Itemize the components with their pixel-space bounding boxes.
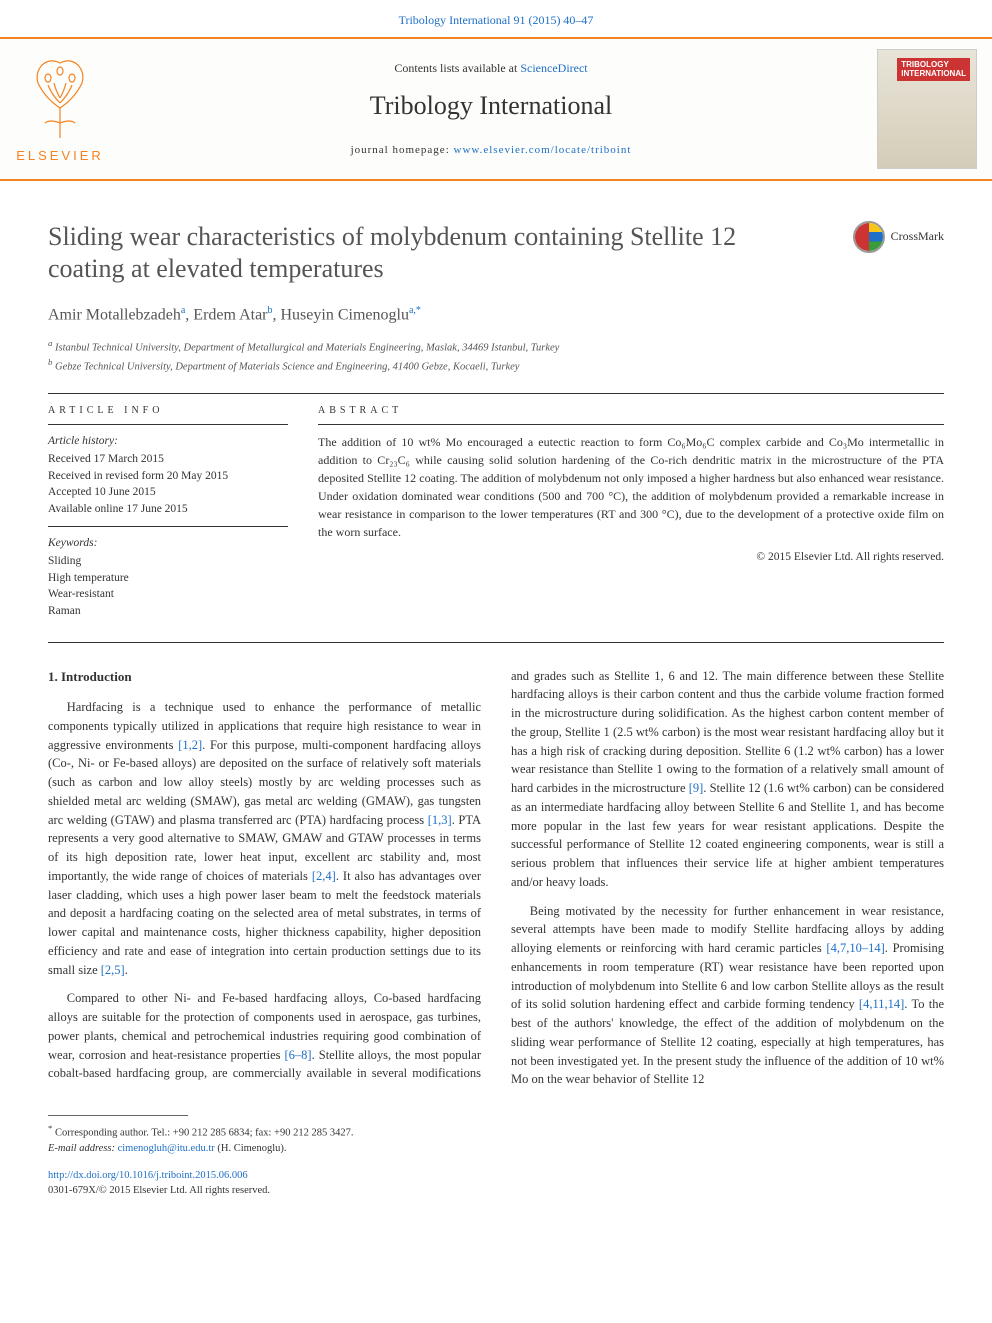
keyword: Wear-resistant xyxy=(48,586,288,603)
info-divider xyxy=(48,424,288,425)
ref-link[interactable]: [2,4] xyxy=(312,869,336,883)
publisher-name: ELSEVIER xyxy=(16,147,104,165)
info-abstract-row: ARTICLE INFO Article history: Received 1… xyxy=(48,404,944,620)
corr-email-link[interactable]: cimenogluh@itu.edu.tr xyxy=(118,1143,215,1154)
keywords-label: Keywords: xyxy=(48,535,288,551)
keyword: High temperature xyxy=(48,570,288,587)
authors-line: Amir Motallebzadeha, Erdem Atarb, Huseyi… xyxy=(48,304,944,327)
author-3: Huseyin Cimenoglu xyxy=(281,306,409,323)
elsevier-tree-icon xyxy=(20,53,100,143)
body-columns: 1. Introduction Hardfacing is a techniqu… xyxy=(48,667,944,1092)
abstract-text: The addition of 10 wt% Mo encouraged a e… xyxy=(318,433,944,541)
citation-header: Tribology International 91 (2015) 40–47 xyxy=(0,0,992,37)
cover-brand-badge: TRIBOLOGYINTERNATIONAL xyxy=(897,58,970,82)
author-3-aff[interactable]: a, xyxy=(409,305,416,316)
article-info-label: ARTICLE INFO xyxy=(48,404,288,418)
homepage-line: journal homepage: www.elsevier.com/locat… xyxy=(130,143,852,158)
abstract-label: ABSTRACT xyxy=(318,404,944,418)
sciencedirect-link[interactable]: ScienceDirect xyxy=(520,61,587,75)
doi-link[interactable]: http://dx.doi.org/10.1016/j.triboint.201… xyxy=(48,1170,248,1181)
footnote-rule xyxy=(48,1115,188,1116)
title-row: Sliding wear characteristics of molybden… xyxy=(48,221,944,286)
history-item: Available online 17 June 2015 xyxy=(48,501,288,518)
doi-block: http://dx.doi.org/10.1016/j.triboint.201… xyxy=(48,1169,944,1198)
homepage-link[interactable]: www.elsevier.com/locate/triboint xyxy=(454,144,632,156)
keyword: Sliding xyxy=(48,553,288,570)
ref-link[interactable]: [9] xyxy=(689,781,704,795)
email-line: E-mail address: cimenogluh@itu.edu.tr (H… xyxy=(48,1141,944,1157)
affiliation-a: a Istanbul Technical University, Departm… xyxy=(48,337,944,356)
ref-link[interactable]: [1,3] xyxy=(428,813,452,827)
section-heading-intro: 1. Introduction xyxy=(48,667,481,687)
article-info-column: ARTICLE INFO Article history: Received 1… xyxy=(48,404,288,620)
crossmark-label: CrossMark xyxy=(891,228,944,245)
affiliation-b: b Gebze Technical University, Department… xyxy=(48,356,944,375)
keywords-divider xyxy=(48,526,288,527)
affiliations: a Istanbul Technical University, Departm… xyxy=(48,337,944,376)
intro-p3: Being motivated by the necessity for fur… xyxy=(511,902,944,1090)
abstract-copyright: © 2015 Elsevier Ltd. All rights reserved… xyxy=(318,549,944,565)
corresponding-author-note: * Corresponding author. Tel.: +90 212 28… xyxy=(48,1122,944,1141)
contents-prefix: Contents lists available at xyxy=(394,61,520,75)
author-1-aff[interactable]: a xyxy=(181,305,185,316)
history-item: Accepted 10 June 2015 xyxy=(48,484,288,501)
author-2: Erdem Atar xyxy=(193,306,267,323)
homepage-label: journal homepage: xyxy=(351,144,454,156)
journal-header-band: ELSEVIER Contents lists available at Sci… xyxy=(0,37,992,181)
article-main: Sliding wear characteristics of molybden… xyxy=(0,181,992,1219)
ref-link[interactable]: [4,7,10–14] xyxy=(826,941,884,955)
abstract-column: ABSTRACT The addition of 10 wt% Mo encou… xyxy=(318,404,944,620)
crossmark-icon xyxy=(853,221,885,253)
journal-cover-thumbnail[interactable]: TRIBOLOGYINTERNATIONAL xyxy=(872,49,982,169)
publisher-logo[interactable]: ELSEVIER xyxy=(0,39,120,179)
issn-copyright: 0301-679X/© 2015 Elsevier Ltd. All right… xyxy=(48,1184,944,1199)
contents-line: Contents lists available at ScienceDirec… xyxy=(130,60,852,77)
ref-link[interactable]: [6–8] xyxy=(285,1048,312,1062)
history-item: Received in revised form 20 May 2015 xyxy=(48,468,288,485)
divider-top xyxy=(48,393,944,394)
journal-name: Tribology International xyxy=(130,88,852,124)
keyword: Raman xyxy=(48,603,288,620)
ref-link[interactable]: [2,5] xyxy=(101,963,125,977)
crossmark-widget[interactable]: CrossMark xyxy=(853,221,944,253)
header-center: Contents lists available at ScienceDirec… xyxy=(120,39,862,179)
cover-box: TRIBOLOGYINTERNATIONAL xyxy=(877,49,977,169)
ref-link[interactable]: [4,11,14] xyxy=(859,997,904,1011)
ref-link[interactable]: [1,2] xyxy=(178,738,202,752)
intro-p1: Hardfacing is a technique used to enhanc… xyxy=(48,698,481,979)
author-1: Amir Motallebzadeh xyxy=(48,306,181,323)
footnotes: * Corresponding author. Tel.: +90 212 28… xyxy=(48,1122,944,1157)
abstract-divider xyxy=(318,424,944,425)
history-label: Article history: xyxy=(48,433,288,449)
body-separator xyxy=(48,642,944,643)
author-2-aff[interactable]: b xyxy=(268,305,273,316)
author-3-corr[interactable]: * xyxy=(416,305,421,316)
article-title: Sliding wear characteristics of molybden… xyxy=(48,221,798,286)
citation-link[interactable]: Tribology International 91 (2015) 40–47 xyxy=(399,13,594,27)
history-item: Received 17 March 2015 xyxy=(48,451,288,468)
